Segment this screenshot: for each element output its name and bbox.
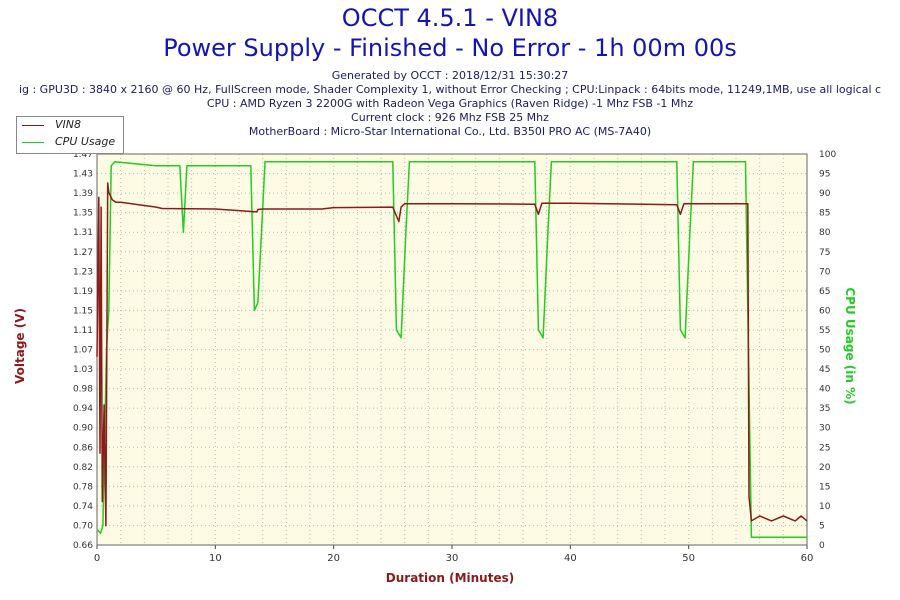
y-right-tick-label: 100 — [819, 150, 836, 160]
y-right-tick-label: 45 — [819, 365, 830, 375]
y-axis-left-label: Voltage (V) — [13, 308, 27, 384]
y-left-tick-label: 1.15 — [73, 306, 93, 316]
legend: VIN8 CPU Usage — [16, 116, 124, 154]
y-right-tick-label: 75 — [819, 248, 830, 258]
y-left-tick-label: 0.82 — [73, 463, 93, 473]
y-left-tick-label: 0.70 — [73, 521, 93, 531]
y-left-tick-label: 1.47 — [73, 150, 93, 160]
y-left-tick-label: 0.98 — [73, 385, 93, 395]
x-tick-label: 40 — [564, 553, 577, 564]
y-left-tick-label: 1.35 — [73, 209, 93, 219]
y-right-tick-label: 30 — [819, 424, 831, 434]
legend-item-cpu: CPU Usage — [17, 134, 123, 151]
y-right-tick-label: 0 — [819, 541, 825, 551]
y-left-tick-label: 1.39 — [73, 189, 93, 199]
x-axis-label: Duration (Minutes) — [385, 571, 515, 585]
y-right-tick-label: 20 — [819, 463, 831, 473]
legend-label-cpu: CPU Usage — [55, 135, 116, 148]
legend-swatch-vin8 — [22, 125, 44, 126]
y-left-tick-label: 1.23 — [73, 267, 93, 277]
y-left-tick-label: 0.90 — [73, 424, 93, 434]
config-info: ig : GPU3D : 3840 x 2160 @ 60 Hz, FullSc… — [18, 83, 882, 96]
legend-swatch-cpu — [22, 142, 44, 143]
y-left-tick-label: 0.78 — [73, 482, 93, 492]
y-left-tick-label: 0.66 — [73, 541, 93, 551]
y-right-tick-label: 50 — [819, 346, 831, 356]
x-tick-label: 0 — [94, 553, 100, 564]
x-tick-label: 50 — [682, 553, 695, 564]
y-right-tick-label: 10 — [819, 502, 831, 512]
y-right-tick-label: 95 — [819, 170, 830, 180]
y-axis-right-label: CPU Usage (in %) — [843, 287, 857, 405]
y-right-tick-label: 55 — [819, 326, 830, 336]
y-left-tick-label: 0.94 — [73, 404, 93, 414]
chart-title: OCCT 4.5.1 - VIN8 — [341, 4, 559, 32]
x-tick-label: 30 — [446, 553, 459, 564]
y-left-tick-label: 0.86 — [73, 443, 93, 453]
plot-background — [97, 154, 807, 545]
cpu-info: CPU : AMD Ryzen 3 2200G with Radeon Vega… — [206, 97, 694, 110]
y-right-tick-label: 5 — [819, 521, 825, 531]
x-tick-label: 60 — [801, 553, 814, 564]
chart-subtitle: Power Supply - Finished - No Error - 1h … — [163, 34, 737, 62]
y-left-tick-label: 1.31 — [73, 228, 93, 238]
y-left-tick-label: 1.07 — [73, 346, 93, 356]
motherboard-info: MotherBoard : Micro-Star International C… — [248, 125, 652, 138]
y-right-tick-label: 65 — [819, 287, 830, 297]
y-left-tick-label: 1.43 — [73, 170, 93, 180]
y-right-tick-label: 90 — [819, 189, 831, 199]
series-line-vin8 — [96, 182, 808, 527]
y-right-tick-label: 80 — [819, 228, 831, 238]
series-line-cpu-usage — [96, 161, 807, 538]
y-right-tick-label: 40 — [819, 385, 831, 395]
y-left-tick-label: 1.27 — [73, 248, 93, 258]
legend-label-vin8: VIN8 — [55, 118, 81, 131]
x-tick-label: 10 — [209, 553, 222, 564]
clock-info: Current clock : 926 Mhz FSB 25 Mhz — [351, 111, 549, 124]
legend-item-vin8: VIN8 — [17, 117, 123, 134]
generated-info: Generated by OCCT : 2018/12/31 15:30:27 — [331, 69, 569, 82]
y-right-tick-label: 60 — [819, 306, 831, 316]
y-left-tick-label: 1.19 — [73, 287, 93, 297]
y-left-tick-label: 1.11 — [73, 326, 93, 336]
y-right-tick-label: 35 — [819, 404, 830, 414]
y-left-tick-label: 0.74 — [73, 502, 93, 512]
x-tick-label: 20 — [327, 553, 340, 564]
y-right-tick-label: 85 — [819, 209, 830, 219]
y-right-tick-label: 70 — [819, 267, 831, 277]
y-left-tick-label: 1.03 — [73, 365, 93, 375]
y-right-tick-label: 15 — [819, 482, 830, 492]
y-right-tick-label: 25 — [819, 443, 830, 453]
